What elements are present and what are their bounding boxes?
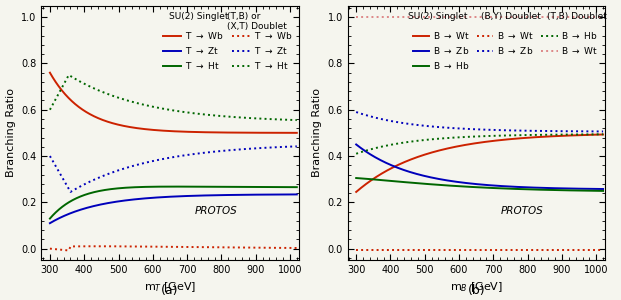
Text: (T,B) Doublet: (T,B) Doublet bbox=[547, 12, 607, 21]
Text: SU(2) Singlet: SU(2) Singlet bbox=[169, 12, 228, 21]
Y-axis label: Branching Ratio: Branching Ratio bbox=[312, 88, 322, 177]
Text: (B,Y) Doublet: (B,Y) Doublet bbox=[481, 12, 542, 21]
Text: SU(2) Singlet: SU(2) Singlet bbox=[408, 12, 468, 21]
Y-axis label: Branching Ratio: Branching Ratio bbox=[6, 88, 16, 177]
Text: (X,T) Doublet: (X,T) Doublet bbox=[227, 22, 286, 31]
Text: (b): (b) bbox=[468, 284, 485, 297]
Legend: B $\rightarrow$ Wt, B $\rightarrow$ Zb, B $\rightarrow$ Hb, B $\rightarrow$ Wt, : B $\rightarrow$ Wt, B $\rightarrow$ Zb, … bbox=[411, 28, 601, 73]
X-axis label: m$_T$ [GeV]: m$_T$ [GeV] bbox=[143, 280, 196, 294]
Text: PROTOS: PROTOS bbox=[195, 206, 238, 216]
Legend: T $\rightarrow$ Wb, T $\rightarrow$ Zt, T $\rightarrow$ Ht, T $\rightarrow$ Wb, : T $\rightarrow$ Wb, T $\rightarrow$ Zt, … bbox=[161, 28, 294, 73]
Text: (a): (a) bbox=[161, 284, 179, 297]
X-axis label: m$_B$ [GeV]: m$_B$ [GeV] bbox=[450, 280, 502, 294]
Text: PROTOS: PROTOS bbox=[501, 206, 544, 216]
Text: (T,B) or: (T,B) or bbox=[227, 12, 260, 21]
